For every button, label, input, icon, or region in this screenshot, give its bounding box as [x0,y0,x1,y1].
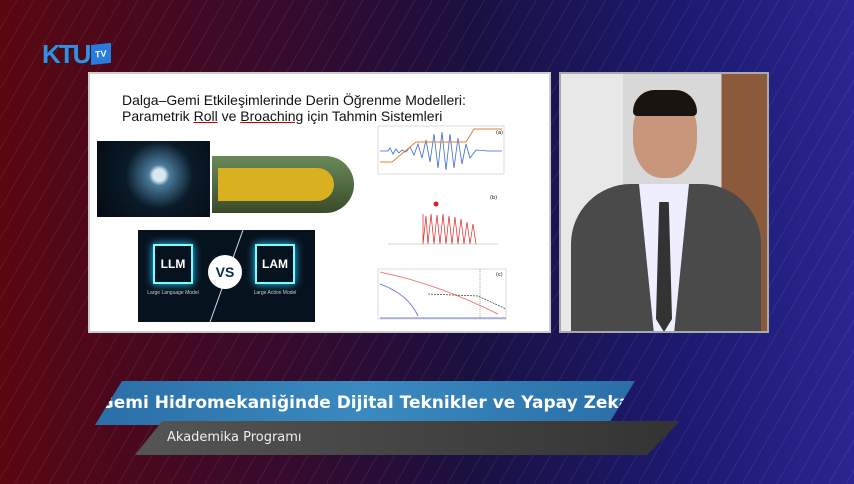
presenter-tie [656,202,672,331]
lower-third-program: Akademika Programı [135,421,680,455]
lam-caption: Large Action Model [253,290,297,296]
slide-title: Dalga–Gemi Etkileşimlerinde Derin Öğrenm… [122,92,466,124]
llm-box: LLM [153,244,193,284]
llm-vs-lam-image: LLM Large Language Model VS LAM Large Ac… [138,230,315,322]
logo-text: KTU [42,38,91,69]
channel-logo: KTU TV [42,38,111,69]
panel-label-c: (c) [496,272,503,278]
panel-label-a: (a) [496,130,503,136]
llm-caption: Large Language Model [147,290,199,296]
logo-badge: TV [91,42,111,66]
panel-label-b: (b) [490,195,497,201]
presenter-hair [633,90,697,116]
presenter-video [559,72,769,333]
ship-model-photo [97,141,210,217]
vessel-top-view-image [212,156,354,213]
chart-a: (a) [377,125,505,175]
lam-box: LAM [255,244,295,284]
lower-third-title: Gemi Hidromekaniğinde Dijital Teknikler … [95,381,635,425]
slide-title-line1: Dalga–Gemi Etkileşimlerinde Derin Öğrenm… [122,92,466,108]
vs-badge: VS [208,255,242,289]
roll-broaching-charts: (a) (b) (c) [377,125,507,320]
chart-b: (b) [388,195,498,245]
presentation-slide: Dalga–Gemi Etkileşimlerinde Derin Öğrenm… [88,72,551,333]
slide-title-line2: Parametrik Roll ve Broaching için Tahmin… [122,108,443,124]
chart-c: (c) [377,268,507,320]
